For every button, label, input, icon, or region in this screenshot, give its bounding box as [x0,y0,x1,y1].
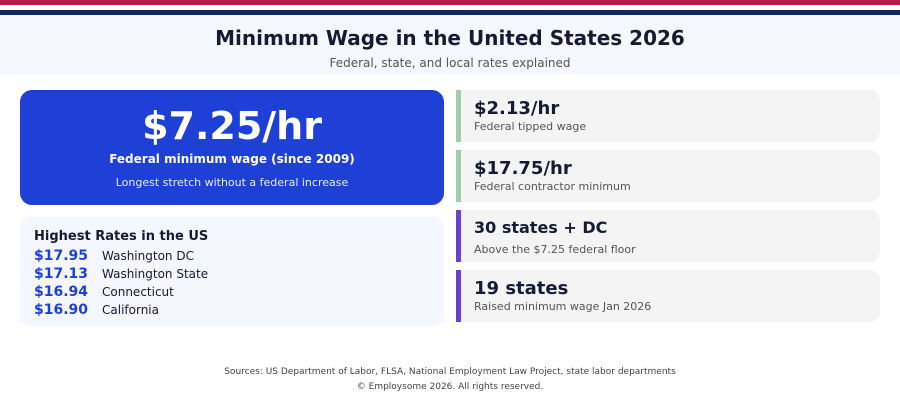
stat-value: $17.75/hr [474,158,572,179]
stat-label: Raised minimum wage Jan 2026 [474,300,652,313]
rate: $17.13 [34,266,89,282]
stat-label: Above the $7.25 federal floor [474,243,636,256]
footer-sources: Sources: US Department of Labor, FLSA, N… [224,367,676,377]
flag-stripe-red [0,0,900,5]
highest-rates-title: Highest Rates in the US [34,229,209,244]
stat-label: Federal tipped wage [474,120,587,133]
page-subtitle: Federal, state, and local rates explaine… [329,56,571,70]
stat-value: 19 states [474,278,569,299]
list-item: $17.95 Washington DC [34,247,430,265]
stat-label: Federal contractor minimum [474,180,631,193]
stat-value: 30 states + DC [474,218,608,237]
federal-minimum-card: $7.25/hr Federal minimum wage (since 200… [20,90,444,205]
highest-rates-card: Highest Rates in the US $17.95 Washington… [20,217,444,326]
stat-card-tipped: $2.13/hr Federal tipped wage [456,90,880,142]
place: Washington State [102,267,209,281]
footer-copyright: © Employsome 2026. All rights reserved. [356,382,544,392]
place: Connecticut [102,285,174,299]
list-item: $17.13 Washington State [34,265,430,283]
rate: $16.90 [34,302,89,318]
hero-label: Federal minimum wage (since 2009) [109,152,355,166]
rate: $16.94 [34,284,89,300]
list-item: $16.90 California [34,301,430,319]
flag-stripe-navy [0,10,900,15]
place: California [102,303,159,317]
stat-card-contractor: $17.75/hr Federal contractor minimum [456,150,880,202]
hero-note: Longest stretch without a federal increa… [115,176,349,189]
page-title: Minimum Wage in the United States 2026 [215,26,685,50]
hero-value: $7.25/hr [142,104,322,148]
rate: $17.95 [34,248,89,264]
stat-value: $2.13/hr [474,98,560,119]
list-item: $16.94 Connecticut [34,283,430,301]
stat-card-states-above: 30 states + DC Above the $7.25 federal f… [456,210,880,262]
stat-card-states-raised: 19 states Raised minimum wage Jan 2026 [456,270,880,322]
place: Washington DC [102,249,194,263]
header: Minimum Wage in the United States 2026 F… [0,15,900,75]
